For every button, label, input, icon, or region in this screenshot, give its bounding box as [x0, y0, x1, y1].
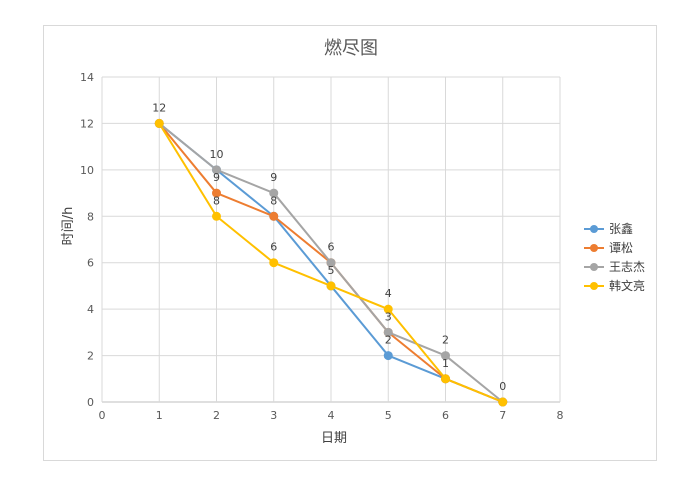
data-point	[383, 304, 393, 314]
x-tick-label: 0	[99, 409, 106, 422]
y-tick-label: 6	[87, 257, 94, 270]
data-point	[383, 327, 393, 337]
x-tick-label: 6	[442, 409, 449, 422]
legend-label: 王志杰	[609, 260, 645, 274]
data-label: 10	[210, 148, 224, 161]
data-label: 3	[385, 310, 392, 323]
data-point	[498, 397, 508, 407]
chart-title: 燃尽图	[324, 38, 378, 59]
legend-marker	[590, 225, 598, 233]
y-tick-label: 12	[80, 117, 94, 130]
y-tick-label: 4	[87, 303, 94, 316]
x-tick-label: 3	[270, 409, 277, 422]
data-label: 0	[499, 380, 506, 393]
y-axis-title: 时间/h	[61, 207, 76, 246]
y-tick-label: 8	[87, 210, 94, 223]
data-label: 1	[442, 357, 449, 370]
data-label: 8	[270, 194, 277, 207]
legend-label: 韩文亮	[609, 278, 645, 293]
data-point	[441, 351, 450, 361]
data-label: 5	[328, 264, 335, 277]
chart-area: 燃尽图 日期 时间/h 0 2 4 6 8 10 12 14 0 1 2 3 4 5 6 7 8 12 10 9 8 9…	[43, 25, 657, 461]
x-tick-label: 4	[328, 409, 335, 422]
y-tick-label: 0	[87, 396, 94, 409]
data-point	[326, 281, 336, 291]
data-label: 9	[270, 171, 277, 184]
y-tick-label: 10	[80, 164, 94, 177]
y-tick-label: 14	[80, 71, 94, 84]
x-tick-label: 1	[156, 409, 163, 422]
data-label: 4	[385, 287, 392, 300]
data-point	[383, 351, 393, 361]
data-point	[441, 374, 450, 384]
data-point	[212, 165, 221, 175]
legend-label: 谭松	[609, 241, 633, 255]
legend-marker	[590, 263, 598, 271]
x-axis-title: 日期	[321, 431, 347, 446]
data-point	[154, 118, 164, 128]
data-label: 6	[270, 241, 277, 254]
data-label: 2	[442, 334, 449, 347]
data-point	[326, 258, 336, 268]
data-point	[212, 211, 221, 221]
data-label: 2	[385, 334, 392, 347]
data-label: 9	[213, 171, 220, 184]
data-point	[269, 211, 279, 221]
y-tick-label: 2	[87, 350, 94, 363]
data-point	[212, 188, 221, 198]
legend-marker	[590, 244, 598, 252]
x-tick-label: 8	[557, 409, 564, 422]
data-label: 12	[152, 101, 166, 114]
data-label: 8	[213, 194, 220, 207]
x-tick-label: 7	[499, 409, 506, 422]
data-label: 6	[328, 241, 335, 254]
legend-marker	[590, 282, 598, 290]
x-tick-label: 2	[213, 409, 220, 422]
x-tick-label: 5	[385, 409, 392, 422]
data-point	[269, 188, 279, 198]
legend-label: 张鑫	[609, 221, 633, 236]
data-point	[269, 258, 279, 268]
